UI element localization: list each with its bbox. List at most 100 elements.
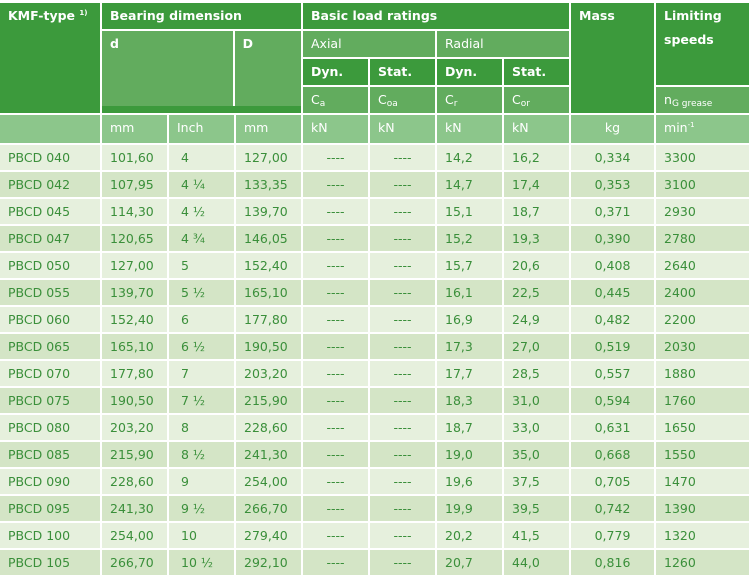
cell-cr: 16,9 [436,306,504,334]
cell-D-mm: 177,80 [235,306,303,334]
cr-symbol: C [445,92,454,107]
header-ca: Ca [302,86,370,115]
cell-cor: 16,2 [503,144,572,172]
cell-d-mm: 152,40 [101,306,169,334]
cell-d-mm: 203,20 [101,414,169,442]
cell-cr: 20,7 [436,549,504,577]
cell-D-mm: 146,05 [235,225,303,253]
cell-type: PBCD 040 [0,144,102,172]
cell-ca: ---- [302,306,370,334]
cell-coa: ---- [369,441,437,469]
cell-speed: 2200 [655,306,750,334]
cell-speed: 3100 [655,171,750,199]
cell-coa: ---- [369,522,437,550]
cell-speed: 1880 [655,360,750,388]
cell-coa: ---- [369,279,437,307]
cell-coa: ---- [369,171,437,199]
cell-type: PBCD 075 [0,387,102,415]
cell-type: PBCD 105 [0,549,102,577]
table-row: PBCD 075 190,50 7 ½ 215,90 ---- ---- 18,3 31,0 0… [0,387,750,415]
cell-D-mm: 190,50 [235,333,303,361]
cell-cor: 31,0 [503,387,572,415]
table-row: PBCD 100 254,00 10 279,40 ---- ---- 20,2 41,5 0,… [0,522,750,550]
cell-D-mm: 215,90 [235,387,303,415]
unit-type-blank [0,114,102,145]
cell-cor: 44,0 [503,549,572,577]
cell-ca: ---- [302,441,370,469]
cell-cor: 37,5 [503,468,572,496]
cell-type: PBCD 095 [0,495,102,523]
cell-mass: 0,705 [570,468,657,496]
header-radial-dyn: Dyn. [436,58,504,87]
cell-speed: 1550 [655,441,750,469]
table-row: PBCD 040 101,60 4 127,00 ---- ---- 14,2 16,2 0,3… [0,144,750,172]
cell-ca: ---- [302,522,370,550]
cell-d-mm: 120,65 [101,225,169,253]
header-n-grease: nG grease [655,86,750,115]
cell-coa: ---- [369,306,437,334]
cell-coa: ---- [369,333,437,361]
cell-ca: ---- [302,198,370,226]
unit-ca: kN [302,114,370,145]
header-limiting-speeds: Limiting speeds [655,3,750,87]
n-subscript: G grease [671,99,713,109]
limiting-label: Limiting [664,8,722,23]
cell-speed: 1320 [655,522,750,550]
cell-d-inch: 7 [168,360,236,388]
cell-d-mm: 254,00 [101,522,169,550]
cell-mass: 0,445 [570,279,657,307]
ca-subscript: a [319,99,326,109]
cell-coa: ---- [369,252,437,280]
cell-cr: 16,1 [436,279,504,307]
header-radial: Radial [436,30,572,59]
coa-symbol: C [378,92,387,107]
cell-d-inch: 7 ½ [168,387,236,415]
cell-d-mm: 165,10 [101,333,169,361]
header-kmf-type: KMF-type 1) [0,3,102,115]
cell-speed: 1650 [655,414,750,442]
cell-d-mm: 127,00 [101,252,169,280]
speeds-label: speeds [664,32,714,47]
cell-type: PBCD 090 [0,468,102,496]
unit-cr: kN [436,114,504,145]
cell-d-inch: 4 [168,144,236,172]
cell-d-inch: 4 ¾ [168,225,236,253]
table-row: PBCD 045 114,30 4 ½ 139,70 ---- ---- 15,1 18,7 0… [0,198,750,226]
cell-mass: 0,482 [570,306,657,334]
footnote-marker: 1) [79,9,88,17]
header-radial-stat: Stat. [503,58,572,87]
cell-cor: 27,0 [503,333,572,361]
bearing-spec-table: KMF-type 1) Bearing dimension Basic load… [0,3,750,577]
cell-d-inch: 5 ½ [168,279,236,307]
table-row: PBCD 060 152,40 6 177,80 ---- ---- 16,9 24,9 0,4… [0,306,750,334]
header-cor: Cor [503,86,572,115]
cell-d-mm: 114,30 [101,198,169,226]
unit-D-mm: mm [235,114,303,145]
cell-cor: 39,5 [503,495,572,523]
unit-cor: kN [503,114,572,145]
cell-d-inch: 4 ¼ [168,171,236,199]
cell-type: PBCD 070 [0,360,102,388]
cell-cor: 20,6 [503,252,572,280]
n-symbol: n [664,92,672,107]
cell-mass: 0,631 [570,414,657,442]
speed-unit: min [664,120,688,135]
header-D: D [234,31,300,106]
cell-ca: ---- [302,279,370,307]
header-basic-load-ratings: Basic load ratings [302,3,572,31]
cell-d-inch: 9 ½ [168,495,236,523]
cell-d-inch: 4 ½ [168,198,236,226]
unit-mass: kg [570,114,657,145]
cell-mass: 0,371 [570,198,657,226]
header-mass: Mass [570,3,657,115]
cell-mass: 0,668 [570,441,657,469]
cell-cor: 35,0 [503,441,572,469]
header-axial-stat: Stat. [369,58,437,87]
cell-d-mm: 139,70 [101,279,169,307]
table-row: PBCD 080 203,20 8 228,60 ---- ---- 18,7 33,0 0,6… [0,414,750,442]
cell-speed: 2030 [655,333,750,361]
cell-type: PBCD 085 [0,441,102,469]
cell-cr: 15,1 [436,198,504,226]
cell-type: PBCD 060 [0,306,102,334]
